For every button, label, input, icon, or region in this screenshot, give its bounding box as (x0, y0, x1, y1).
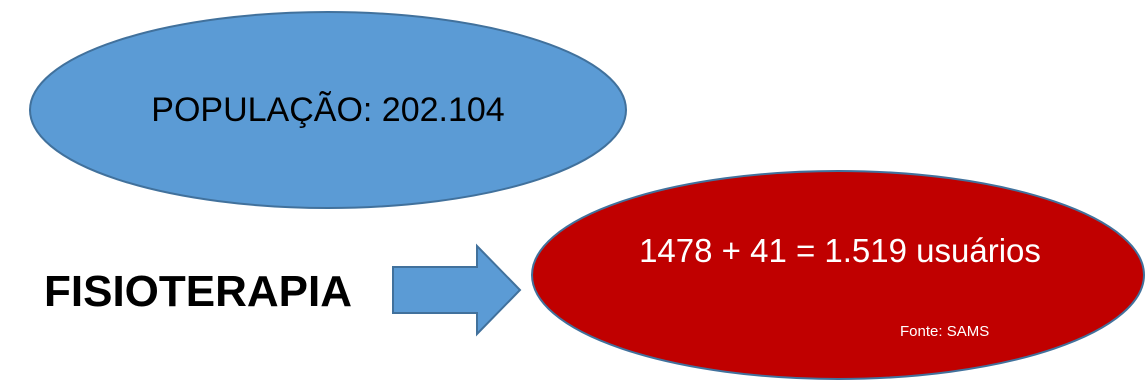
users-count-label: 1478 + 41 = 1.519 usuários (639, 232, 1041, 269)
population-ellipse (29, 11, 627, 209)
right-arrow-icon (392, 243, 522, 337)
service-label: FISIOTERAPIA (44, 267, 353, 316)
source-label: Fonte: SAMS (900, 323, 990, 340)
users-ellipse (531, 170, 1145, 380)
population-label: POPULAÇÃO: 202.104 (151, 91, 505, 129)
